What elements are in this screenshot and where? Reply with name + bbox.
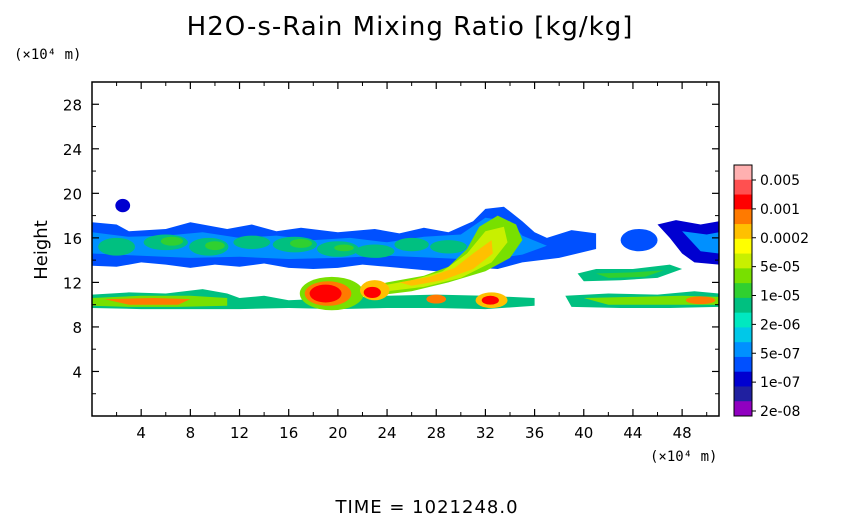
y-axis: 4 8 12 16 20 24 28: [63, 96, 719, 395]
colorbar-label: 0.0002: [760, 231, 809, 247]
colorbar-swatch: [734, 194, 752, 210]
x-tick-label: 24: [378, 424, 397, 442]
x-tick-label: 12: [230, 424, 249, 442]
colorbar-label: 2e-06: [760, 317, 800, 333]
y-tick-label: 8: [72, 319, 82, 337]
rain-layer-right-core: [583, 295, 719, 305]
chart-title: H2O-s-Rain Mixing Ratio [kg/kg]: [186, 12, 634, 42]
y-axis-label: Height: [31, 220, 52, 280]
colorbar-label: 5e-05: [760, 260, 800, 276]
convective-cell-b-core: [481, 295, 499, 305]
colorbar-frame: [733, 164, 753, 417]
colorbar-swatch: [734, 253, 752, 269]
x-tick-label: 44: [623, 424, 642, 442]
x-tick-label: 32: [476, 424, 495, 442]
colorbar-label: 0.001: [760, 202, 800, 218]
anvil-patch-core: [289, 238, 313, 248]
y-axis-unit: (×10⁴ m): [14, 47, 82, 63]
rain-layer-right-max: [685, 296, 716, 305]
colorbar-swatch: [734, 342, 752, 358]
colorbar-label: 0.005: [760, 173, 800, 189]
colorbar: 0.005 0.001 0.0002 5e-05 1e-05 2e-06 5e-07 1e-0…: [733, 164, 809, 420]
anvil-patch-core: [205, 241, 225, 251]
colorbar-swatch: [734, 165, 752, 181]
colorbar-swatch: [734, 283, 752, 299]
colorbar-swatch: [734, 224, 752, 240]
x-axis-unit: (×10⁴ m): [650, 449, 718, 465]
plot-frame: [91, 81, 720, 417]
x-tick-label: 36: [525, 424, 544, 442]
plume-updraft: [399, 240, 493, 286]
field-layer: [92, 198, 719, 311]
anvil-patch: [233, 235, 271, 250]
x-tick-label: 28: [427, 424, 446, 442]
y-tick-label: 16: [63, 230, 82, 248]
time-label: TIME = 1021248.0: [335, 497, 519, 518]
cloud-top: [115, 198, 131, 213]
colorbar-swatch: [734, 297, 752, 314]
stratiform-strand-core: [596, 270, 664, 278]
colorbar-swatch: [734, 179, 752, 196]
colorbar-swatch: [734, 386, 752, 402]
anvil-patch-core: [160, 236, 183, 246]
colorbar-label: 5e-07: [760, 346, 800, 362]
colorbar-swatch: [734, 371, 752, 387]
y-tick-label: 20: [63, 185, 82, 203]
x-tick-label: 8: [186, 424, 196, 442]
y-tick-label: 28: [63, 96, 82, 114]
anvil-patch-core: [334, 244, 354, 252]
x-axis: 4 8 12 16 20 24 28 32 36 40 44 48: [116, 82, 708, 442]
colorbar-swatch: [734, 268, 752, 284]
y-tick-label: 4: [72, 363, 82, 381]
cloud-fragment: [620, 228, 658, 252]
x-tick-label: 48: [673, 424, 692, 442]
colorbar-swatch: [734, 238, 752, 255]
convective-cell-c-core: [363, 286, 381, 298]
colorbar-label: 2e-08: [760, 404, 800, 420]
x-tick-label: 4: [136, 424, 146, 442]
colorbar-swatch: [734, 209, 752, 225]
colorbar-swatch: [734, 401, 752, 417]
colorbar-swatch: [734, 327, 752, 343]
x-tick-label: 16: [279, 424, 298, 442]
anvil-patch: [98, 237, 136, 256]
rain-layer-left-max: [104, 298, 191, 305]
colorbar-swatch: [734, 312, 752, 328]
right-anvil-core: [682, 231, 719, 254]
convective-plume: [350, 215, 523, 296]
y-tick-label: 12: [63, 274, 82, 292]
y-tick-label: 24: [63, 141, 82, 159]
x-tick-label: 40: [574, 424, 593, 442]
colorbar-swatch: [734, 356, 752, 373]
colorbar-label: 1e-05: [760, 289, 800, 305]
anvil-patch: [394, 237, 429, 252]
anvil-patch: [430, 240, 467, 254]
right-anvil: [657, 220, 719, 265]
colorbar-label: 1e-07: [760, 375, 800, 391]
x-tick-label: 20: [328, 424, 347, 442]
anvil-patch: [355, 244, 395, 258]
rain-spot: [426, 294, 447, 304]
convective-cell-a-core: [309, 284, 342, 303]
